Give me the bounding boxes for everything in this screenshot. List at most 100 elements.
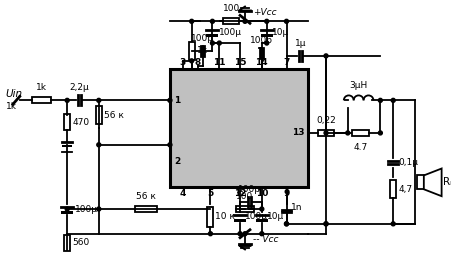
Bar <box>135 206 157 212</box>
Circle shape <box>243 19 247 23</box>
Circle shape <box>168 143 172 147</box>
Bar <box>236 206 254 212</box>
Bar <box>318 130 334 136</box>
Bar <box>417 176 424 189</box>
Circle shape <box>391 222 395 226</box>
Circle shape <box>285 222 289 226</box>
Circle shape <box>260 232 264 236</box>
Circle shape <box>260 207 264 211</box>
Bar <box>62 145 72 147</box>
Text: 10µ: 10µ <box>267 213 284 222</box>
Bar <box>64 235 70 251</box>
Text: 3µH: 3µH <box>350 81 368 90</box>
Text: 100: 100 <box>222 4 240 13</box>
Circle shape <box>190 19 193 23</box>
Bar <box>170 69 308 187</box>
Circle shape <box>211 19 214 23</box>
Text: 56 к: 56 к <box>104 111 124 120</box>
Circle shape <box>285 19 289 23</box>
Circle shape <box>243 207 247 211</box>
Text: 100µ: 100µ <box>245 213 268 222</box>
Text: 4: 4 <box>179 189 186 198</box>
Circle shape <box>324 222 328 226</box>
Circle shape <box>217 41 221 45</box>
Bar <box>390 180 396 198</box>
Text: 1k: 1k <box>36 84 47 93</box>
Circle shape <box>168 98 172 102</box>
Circle shape <box>97 207 101 211</box>
Text: 100p: 100p <box>191 34 214 43</box>
Text: 8: 8 <box>194 58 201 67</box>
Text: 12: 12 <box>234 189 246 198</box>
Circle shape <box>324 54 328 58</box>
Text: 1: 1 <box>174 96 180 105</box>
Text: 1µ: 1µ <box>295 39 306 48</box>
Text: +Vcc: +Vcc <box>253 8 276 17</box>
Circle shape <box>238 207 242 211</box>
Bar <box>223 18 239 24</box>
Text: 10µ: 10µ <box>272 28 289 37</box>
Text: 4,7: 4,7 <box>398 185 412 194</box>
Text: 100: 100 <box>236 192 253 201</box>
Circle shape <box>324 222 328 226</box>
Text: 10 к: 10 к <box>216 213 235 222</box>
Circle shape <box>65 98 69 102</box>
Bar <box>352 130 369 136</box>
Circle shape <box>285 222 289 226</box>
Circle shape <box>378 131 382 135</box>
Text: 3: 3 <box>179 58 186 67</box>
Bar <box>207 207 213 227</box>
Text: 13: 13 <box>292 128 304 137</box>
Text: 1k: 1k <box>197 47 207 56</box>
Circle shape <box>97 143 101 147</box>
Bar <box>64 114 70 130</box>
Circle shape <box>346 131 350 135</box>
Text: 11: 11 <box>213 58 226 67</box>
Text: Uin: Uin <box>5 89 22 99</box>
Bar <box>61 211 73 214</box>
Text: 15: 15 <box>234 58 246 67</box>
Bar <box>189 42 195 60</box>
Text: -- Vcc: -- Vcc <box>253 235 278 244</box>
Circle shape <box>238 232 242 236</box>
Circle shape <box>97 98 101 102</box>
Circle shape <box>265 19 269 23</box>
Text: 56 к: 56 к <box>136 192 156 201</box>
Text: 4.7: 4.7 <box>354 143 368 152</box>
Text: 100p: 100p <box>239 185 262 194</box>
Text: 0,1µ: 0,1µ <box>398 158 418 167</box>
Circle shape <box>265 41 269 45</box>
Circle shape <box>65 207 69 211</box>
Circle shape <box>211 41 214 45</box>
Circle shape <box>324 131 328 135</box>
Text: 470: 470 <box>72 118 89 127</box>
Circle shape <box>243 232 247 236</box>
Text: 14: 14 <box>256 58 268 67</box>
Text: 0,22: 0,22 <box>316 116 336 125</box>
Circle shape <box>208 232 212 236</box>
Bar <box>261 34 273 37</box>
Circle shape <box>190 59 193 63</box>
Bar <box>256 219 268 222</box>
Circle shape <box>208 207 212 211</box>
Text: 5: 5 <box>207 189 214 198</box>
Text: 7: 7 <box>283 58 290 67</box>
Bar <box>96 106 102 124</box>
Polygon shape <box>424 169 442 196</box>
Text: 2: 2 <box>174 157 180 166</box>
Text: 100µ: 100µ <box>75 205 98 214</box>
Circle shape <box>391 98 395 102</box>
Text: 1k: 1k <box>6 102 17 111</box>
Text: 2,2µ: 2,2µ <box>69 84 89 93</box>
Bar <box>32 97 51 103</box>
Text: 10: 10 <box>256 189 268 198</box>
Bar <box>234 219 246 222</box>
Text: 1n: 1n <box>291 203 303 212</box>
Text: Rₗ: Rₗ <box>442 177 451 187</box>
Text: 9: 9 <box>283 189 290 198</box>
Text: 560: 560 <box>72 238 89 247</box>
Text: 100p: 100p <box>250 36 273 45</box>
Text: 100µ: 100µ <box>219 28 242 37</box>
Circle shape <box>378 98 382 102</box>
Bar <box>207 34 218 37</box>
